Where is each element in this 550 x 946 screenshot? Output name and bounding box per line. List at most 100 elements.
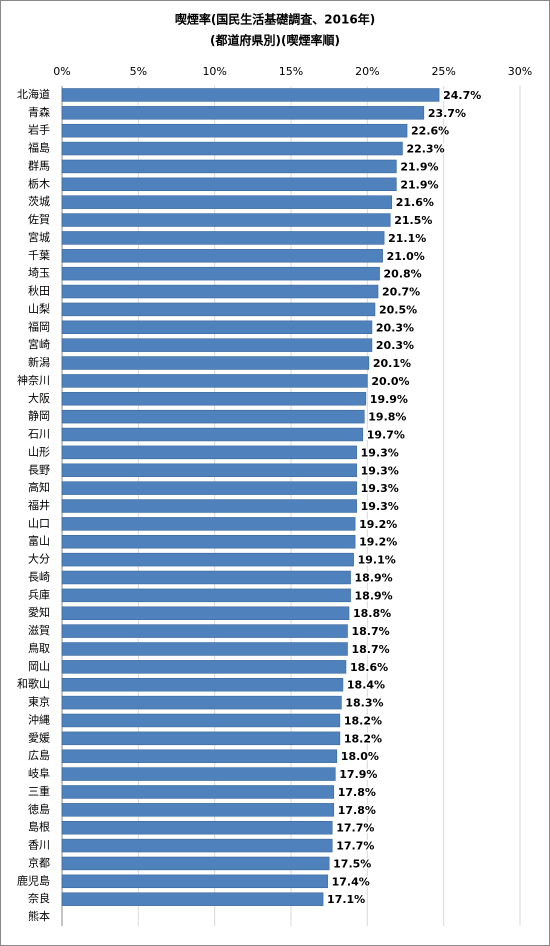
bar: [61, 320, 373, 335]
value-label: 17.1%: [327, 893, 365, 906]
y-tick-label: 栃木: [28, 176, 50, 190]
bar: [61, 838, 333, 853]
bar: [61, 624, 348, 638]
bar: [61, 785, 335, 799]
value-label: 20.7%: [382, 286, 420, 299]
value-label: 20.5%: [379, 303, 417, 316]
y-tick-label: 三重: [28, 784, 50, 798]
bar: [61, 552, 354, 567]
y-tick-label: 徳島: [28, 802, 50, 816]
bar: [61, 249, 383, 263]
y-tick-label: 長野: [28, 463, 50, 476]
y-tick-label: 岡山: [28, 660, 50, 673]
y-tick-label: 神奈川: [17, 373, 50, 387]
value-label: 17.5%: [333, 857, 371, 870]
bar: [61, 713, 341, 728]
y-tick-label: 長崎: [28, 569, 50, 583]
x-tick-label: 25%: [431, 65, 455, 78]
y-tick-label: 島根: [28, 820, 50, 834]
value-label: 19.3%: [361, 482, 399, 495]
bar: [61, 588, 351, 603]
value-label: 19.7%: [367, 429, 405, 442]
y-tick-label: 大阪: [28, 391, 50, 405]
value-label: 20.3%: [376, 339, 414, 352]
y-tick-label: 岐阜: [28, 767, 50, 780]
value-label: 18.3%: [345, 697, 383, 710]
bar: [61, 302, 376, 317]
value-label: 18.6%: [350, 661, 388, 674]
bar: [61, 535, 356, 549]
bar: [61, 517, 356, 531]
y-tick-label: 北海道: [17, 87, 50, 101]
bar: [61, 642, 348, 656]
y-tick-label: 石川: [28, 428, 50, 441]
value-label: 18.7%: [351, 643, 389, 656]
y-tick-label: 茨城: [28, 194, 50, 208]
y-tick-label: 福島: [28, 141, 50, 155]
bar: [61, 195, 393, 209]
chart-subtitle: (都道府県別)(喫煙率順): [210, 33, 340, 48]
y-tick-label: 福井: [28, 498, 50, 512]
bar: [61, 409, 365, 424]
value-label: 19.2%: [359, 536, 397, 549]
y-tick-label: 富山: [28, 534, 50, 548]
bar: [61, 892, 324, 906]
bar: [61, 874, 328, 889]
bar: [61, 177, 397, 192]
bar: [61, 570, 351, 585]
x-tick-label: 30%: [508, 65, 532, 78]
y-tick-label: 兵庫: [28, 587, 50, 601]
value-label: 17.8%: [338, 804, 376, 817]
bar: [61, 499, 357, 513]
y-tick-label: 静岡: [28, 409, 50, 423]
bar: [61, 856, 330, 871]
bar: [61, 356, 370, 370]
bar: [61, 820, 333, 835]
value-label: 17.7%: [336, 822, 374, 835]
y-tick-label: 埼玉: [28, 266, 50, 280]
bar: [61, 159, 397, 174]
value-label: 18.8%: [353, 607, 391, 620]
value-label: 19.2%: [359, 518, 397, 531]
value-label: 18.9%: [355, 571, 393, 584]
x-tick-label: 10%: [202, 65, 226, 78]
value-label: 21.1%: [388, 232, 426, 245]
y-tick-label: 宮崎: [28, 337, 50, 351]
value-label: 22.6%: [411, 125, 449, 138]
y-tick-label: 高知: [28, 480, 50, 494]
y-tick-label: 香川: [28, 839, 50, 852]
y-tick-label: 岩手: [28, 123, 50, 137]
value-label: 18.4%: [347, 679, 385, 692]
value-label: 18.9%: [355, 589, 393, 602]
chart-title: 喫煙率(国民生活基礎調査、2016年): [175, 12, 375, 27]
value-label: 18.0%: [341, 750, 379, 763]
value-label: 17.9%: [339, 768, 377, 781]
value-label: 24.7%: [443, 89, 481, 102]
y-tick-label: 京都: [28, 855, 50, 869]
value-label: 20.3%: [376, 321, 414, 334]
bar: [61, 803, 335, 817]
value-label: 20.0%: [371, 375, 409, 388]
value-label: 21.9%: [400, 160, 438, 173]
bar: [61, 266, 380, 281]
bar: [61, 695, 342, 710]
value-label: 22.3%: [406, 143, 444, 156]
y-tick-label: 広島: [28, 748, 50, 762]
bar: [61, 606, 350, 620]
y-tick-label: 新潟: [28, 355, 50, 369]
value-label: 19.3%: [361, 446, 399, 459]
value-label: 21.6%: [396, 196, 434, 209]
bar: [61, 445, 357, 460]
y-tick-label: 宮城: [28, 230, 50, 244]
value-label: 20.8%: [384, 268, 422, 281]
y-tick-label: 群馬: [28, 158, 50, 172]
bar: [61, 88, 440, 102]
bar: [61, 106, 425, 120]
bar: [61, 427, 364, 442]
value-label: 19.8%: [368, 411, 406, 424]
y-tick-label: 大分: [28, 552, 50, 566]
value-label: 19.3%: [361, 464, 399, 477]
y-tick-label: 秋田: [28, 284, 50, 298]
value-label: 18.7%: [351, 625, 389, 638]
